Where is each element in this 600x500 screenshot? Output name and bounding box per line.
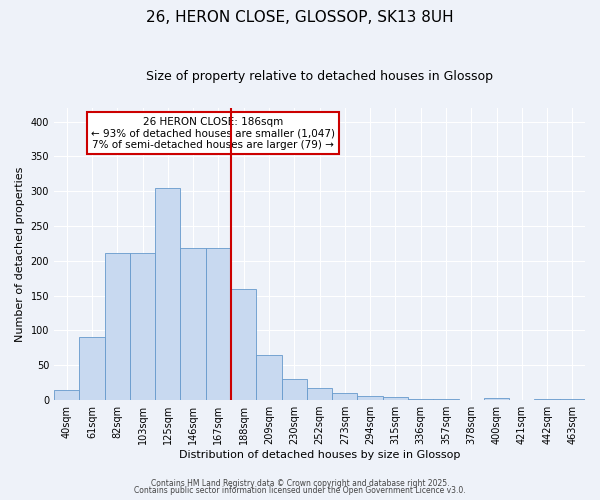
Bar [307, 388, 332, 400]
Bar [332, 393, 358, 400]
Text: 26 HERON CLOSE: 186sqm
← 93% of detached houses are smaller (1,047)
7% of semi-d: 26 HERON CLOSE: 186sqm ← 93% of detached… [91, 116, 335, 150]
Bar [560, 398, 585, 400]
Title: Size of property relative to detached houses in Glossop: Size of property relative to detached ho… [146, 70, 493, 83]
Bar [79, 338, 104, 400]
X-axis label: Distribution of detached houses by size in Glossop: Distribution of detached houses by size … [179, 450, 460, 460]
Bar [104, 252, 130, 400]
Bar [281, 379, 307, 400]
Text: Contains public sector information licensed under the Open Government Licence v3: Contains public sector information licen… [134, 486, 466, 495]
Y-axis label: Number of detached properties: Number of detached properties [15, 166, 25, 342]
Bar [484, 398, 509, 400]
Bar [54, 390, 79, 400]
Bar [155, 188, 181, 400]
Bar [130, 252, 155, 400]
Bar [181, 248, 206, 400]
Bar [256, 355, 281, 400]
Bar [206, 248, 231, 400]
Bar [358, 396, 383, 400]
Text: 26, HERON CLOSE, GLOSSOP, SK13 8UH: 26, HERON CLOSE, GLOSSOP, SK13 8UH [146, 10, 454, 25]
Bar [231, 288, 256, 400]
Text: Contains HM Land Registry data © Crown copyright and database right 2025.: Contains HM Land Registry data © Crown c… [151, 478, 449, 488]
Bar [383, 398, 408, 400]
